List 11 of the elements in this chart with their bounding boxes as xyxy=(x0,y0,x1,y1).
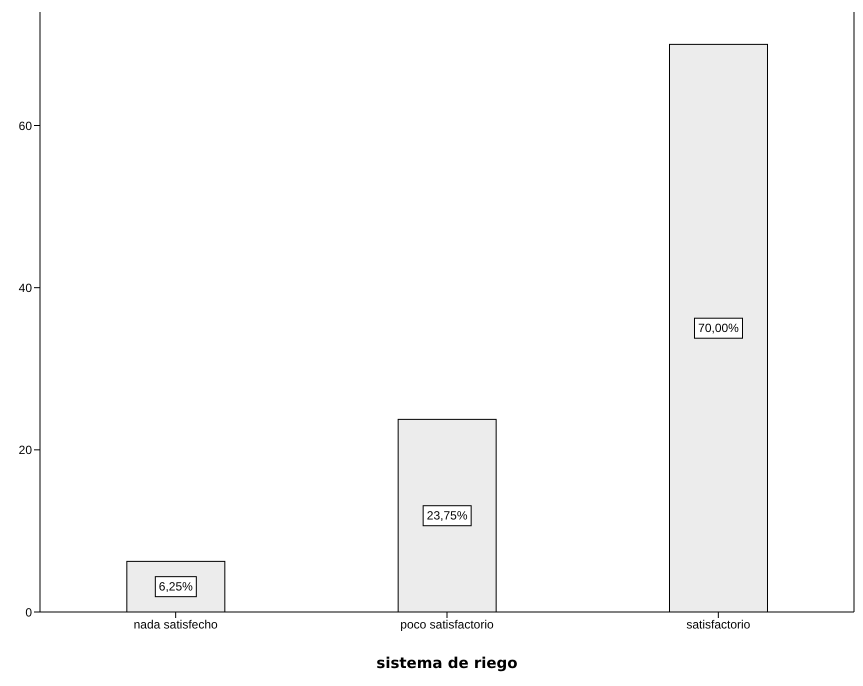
data-label: 23,75% xyxy=(426,508,468,523)
x-tick-label: satisfactorio xyxy=(686,618,751,632)
x-axis-title: sistema de riego xyxy=(376,654,518,672)
data-label: 70,00% xyxy=(698,321,740,336)
data-label: 6,25% xyxy=(158,580,194,594)
y-tick-label: 0 xyxy=(25,605,32,620)
y-tick-label: 20 xyxy=(18,443,32,458)
x-tick-label: nada satisfecho xyxy=(134,618,218,632)
y-tick-label: 60 xyxy=(18,118,32,133)
y-tick-label: 40 xyxy=(18,280,32,295)
x-tick-label: poco satisfactorio xyxy=(400,618,494,632)
